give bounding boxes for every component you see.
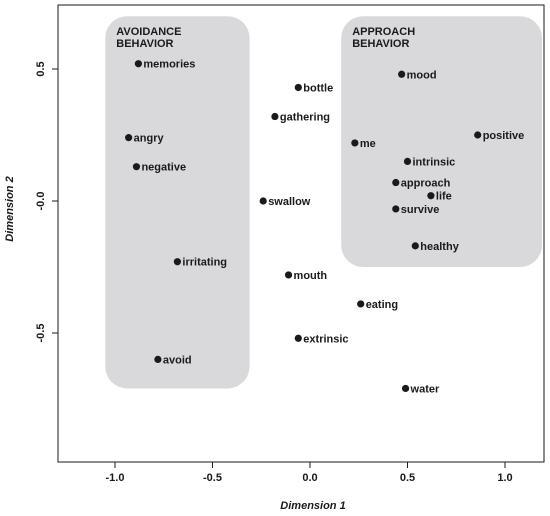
data-point: [357, 300, 365, 308]
y-axis-ticks: 0.5 -0.0 -0.5: [35, 61, 58, 342]
data-point-label: bottle: [303, 82, 333, 94]
region-label: AVOIDANCE: [116, 26, 181, 38]
data-point-label: mouth: [294, 270, 328, 282]
data-point-label: intrinsic: [413, 156, 456, 168]
data-point-label: irritating: [182, 257, 227, 269]
data-point: [403, 157, 412, 165]
behavior-region: [105, 16, 250, 389]
data-point-label: mood: [407, 69, 437, 81]
data-point-label: negative: [141, 162, 186, 174]
data-point: [392, 205, 400, 213]
x-axis-title: Dimension 1: [280, 500, 345, 512]
data-point: [132, 163, 141, 171]
y-tick-label: -0.5: [35, 324, 47, 343]
data-point: [351, 139, 359, 147]
behavior-region: [341, 16, 543, 268]
data-point: [125, 134, 133, 142]
y-tick-label: 0.5: [35, 61, 47, 76]
data-point: [271, 112, 279, 121]
data-point-label: approach: [401, 178, 451, 190]
data-point-label: positive: [483, 130, 525, 142]
data-point: [392, 178, 400, 187]
data-point-label: survive: [401, 204, 440, 216]
y-tick-label: -0.0: [35, 192, 47, 211]
data-point-label: swallow: [268, 196, 311, 208]
data-point-label: memories: [143, 59, 195, 71]
data-point-label: me: [360, 138, 376, 150]
data-point: [401, 384, 410, 393]
region-label: BEHAVIOR: [116, 38, 173, 50]
x-tick-label: -1.0: [106, 472, 125, 484]
data-point: [134, 60, 142, 68]
x-axis-ticks: -1.0 -0.5 0.0 0.5 1.0: [106, 462, 513, 484]
data-point: [173, 258, 181, 266]
data-point-label: life: [436, 191, 452, 203]
x-tick-label: 1.0: [497, 472, 512, 484]
region-label: BEHAVIOR: [352, 38, 409, 50]
data-point: [259, 197, 267, 205]
data-point: [427, 192, 435, 200]
data-point: [411, 242, 419, 250]
data-point-label: avoid: [163, 354, 192, 366]
data-point: [398, 70, 406, 78]
y-axis-title: Dimension 2: [4, 176, 16, 241]
data-point-label: water: [410, 383, 440, 395]
x-tick-label: 0.0: [302, 472, 317, 484]
data-point-label: healthy: [420, 241, 459, 253]
data-point-label: eating: [366, 299, 398, 311]
region-label: APPROACH: [352, 26, 415, 38]
data-point: [294, 83, 302, 92]
points-layer: memories angry negative irritating avoid bott…: [125, 59, 525, 395]
data-point-label: extrinsic: [303, 333, 348, 345]
data-point: [284, 271, 293, 279]
data-point: [154, 355, 162, 363]
x-tick-label: -0.5: [203, 472, 222, 484]
x-tick-label: 0.5: [400, 472, 415, 484]
data-point: [294, 334, 302, 342]
data-point-label: angry: [134, 133, 165, 145]
data-point: [474, 131, 482, 139]
data-point-label: gathering: [280, 112, 330, 124]
plot-frame: [57, 4, 545, 463]
